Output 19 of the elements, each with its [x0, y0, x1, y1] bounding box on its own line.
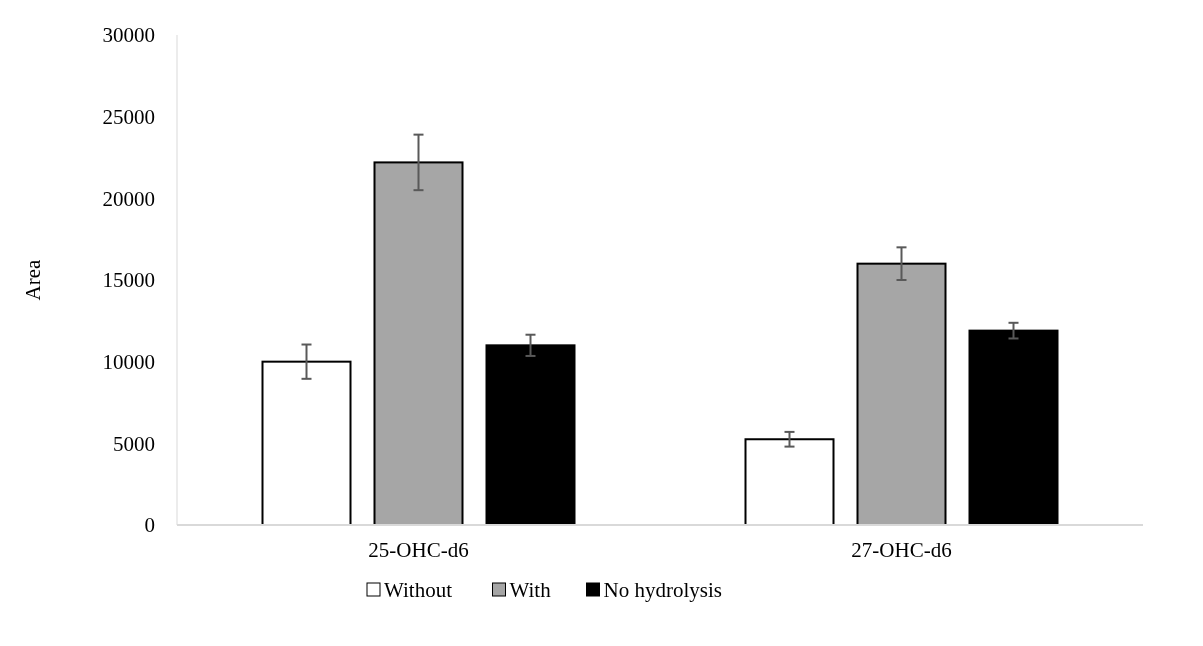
y-tick-label: 30000: [102, 23, 155, 48]
y-tick-label: 10000: [102, 350, 155, 375]
x-tick-label: 25-OHC-d6: [368, 538, 469, 562]
y-tick-label: 15000: [102, 268, 155, 293]
bar: [968, 329, 1059, 526]
x-tick-label: 27-OHC-d6: [851, 538, 952, 562]
bar: [744, 438, 835, 526]
y-tick-label: 0: [144, 513, 155, 538]
y-tick-label: 20000: [102, 186, 155, 211]
y-tick-label: 5000: [113, 431, 155, 456]
legend-label: With: [509, 578, 552, 603]
y-tick-label: 25000: [102, 105, 155, 130]
legend-label: Without: [384, 578, 453, 603]
legend-label: No hydrolysis: [603, 578, 722, 603]
bar: [856, 262, 947, 526]
y-axis-title: Area: [21, 258, 45, 301]
bar: [261, 360, 352, 526]
bar: [373, 161, 464, 526]
bar: [485, 344, 576, 526]
